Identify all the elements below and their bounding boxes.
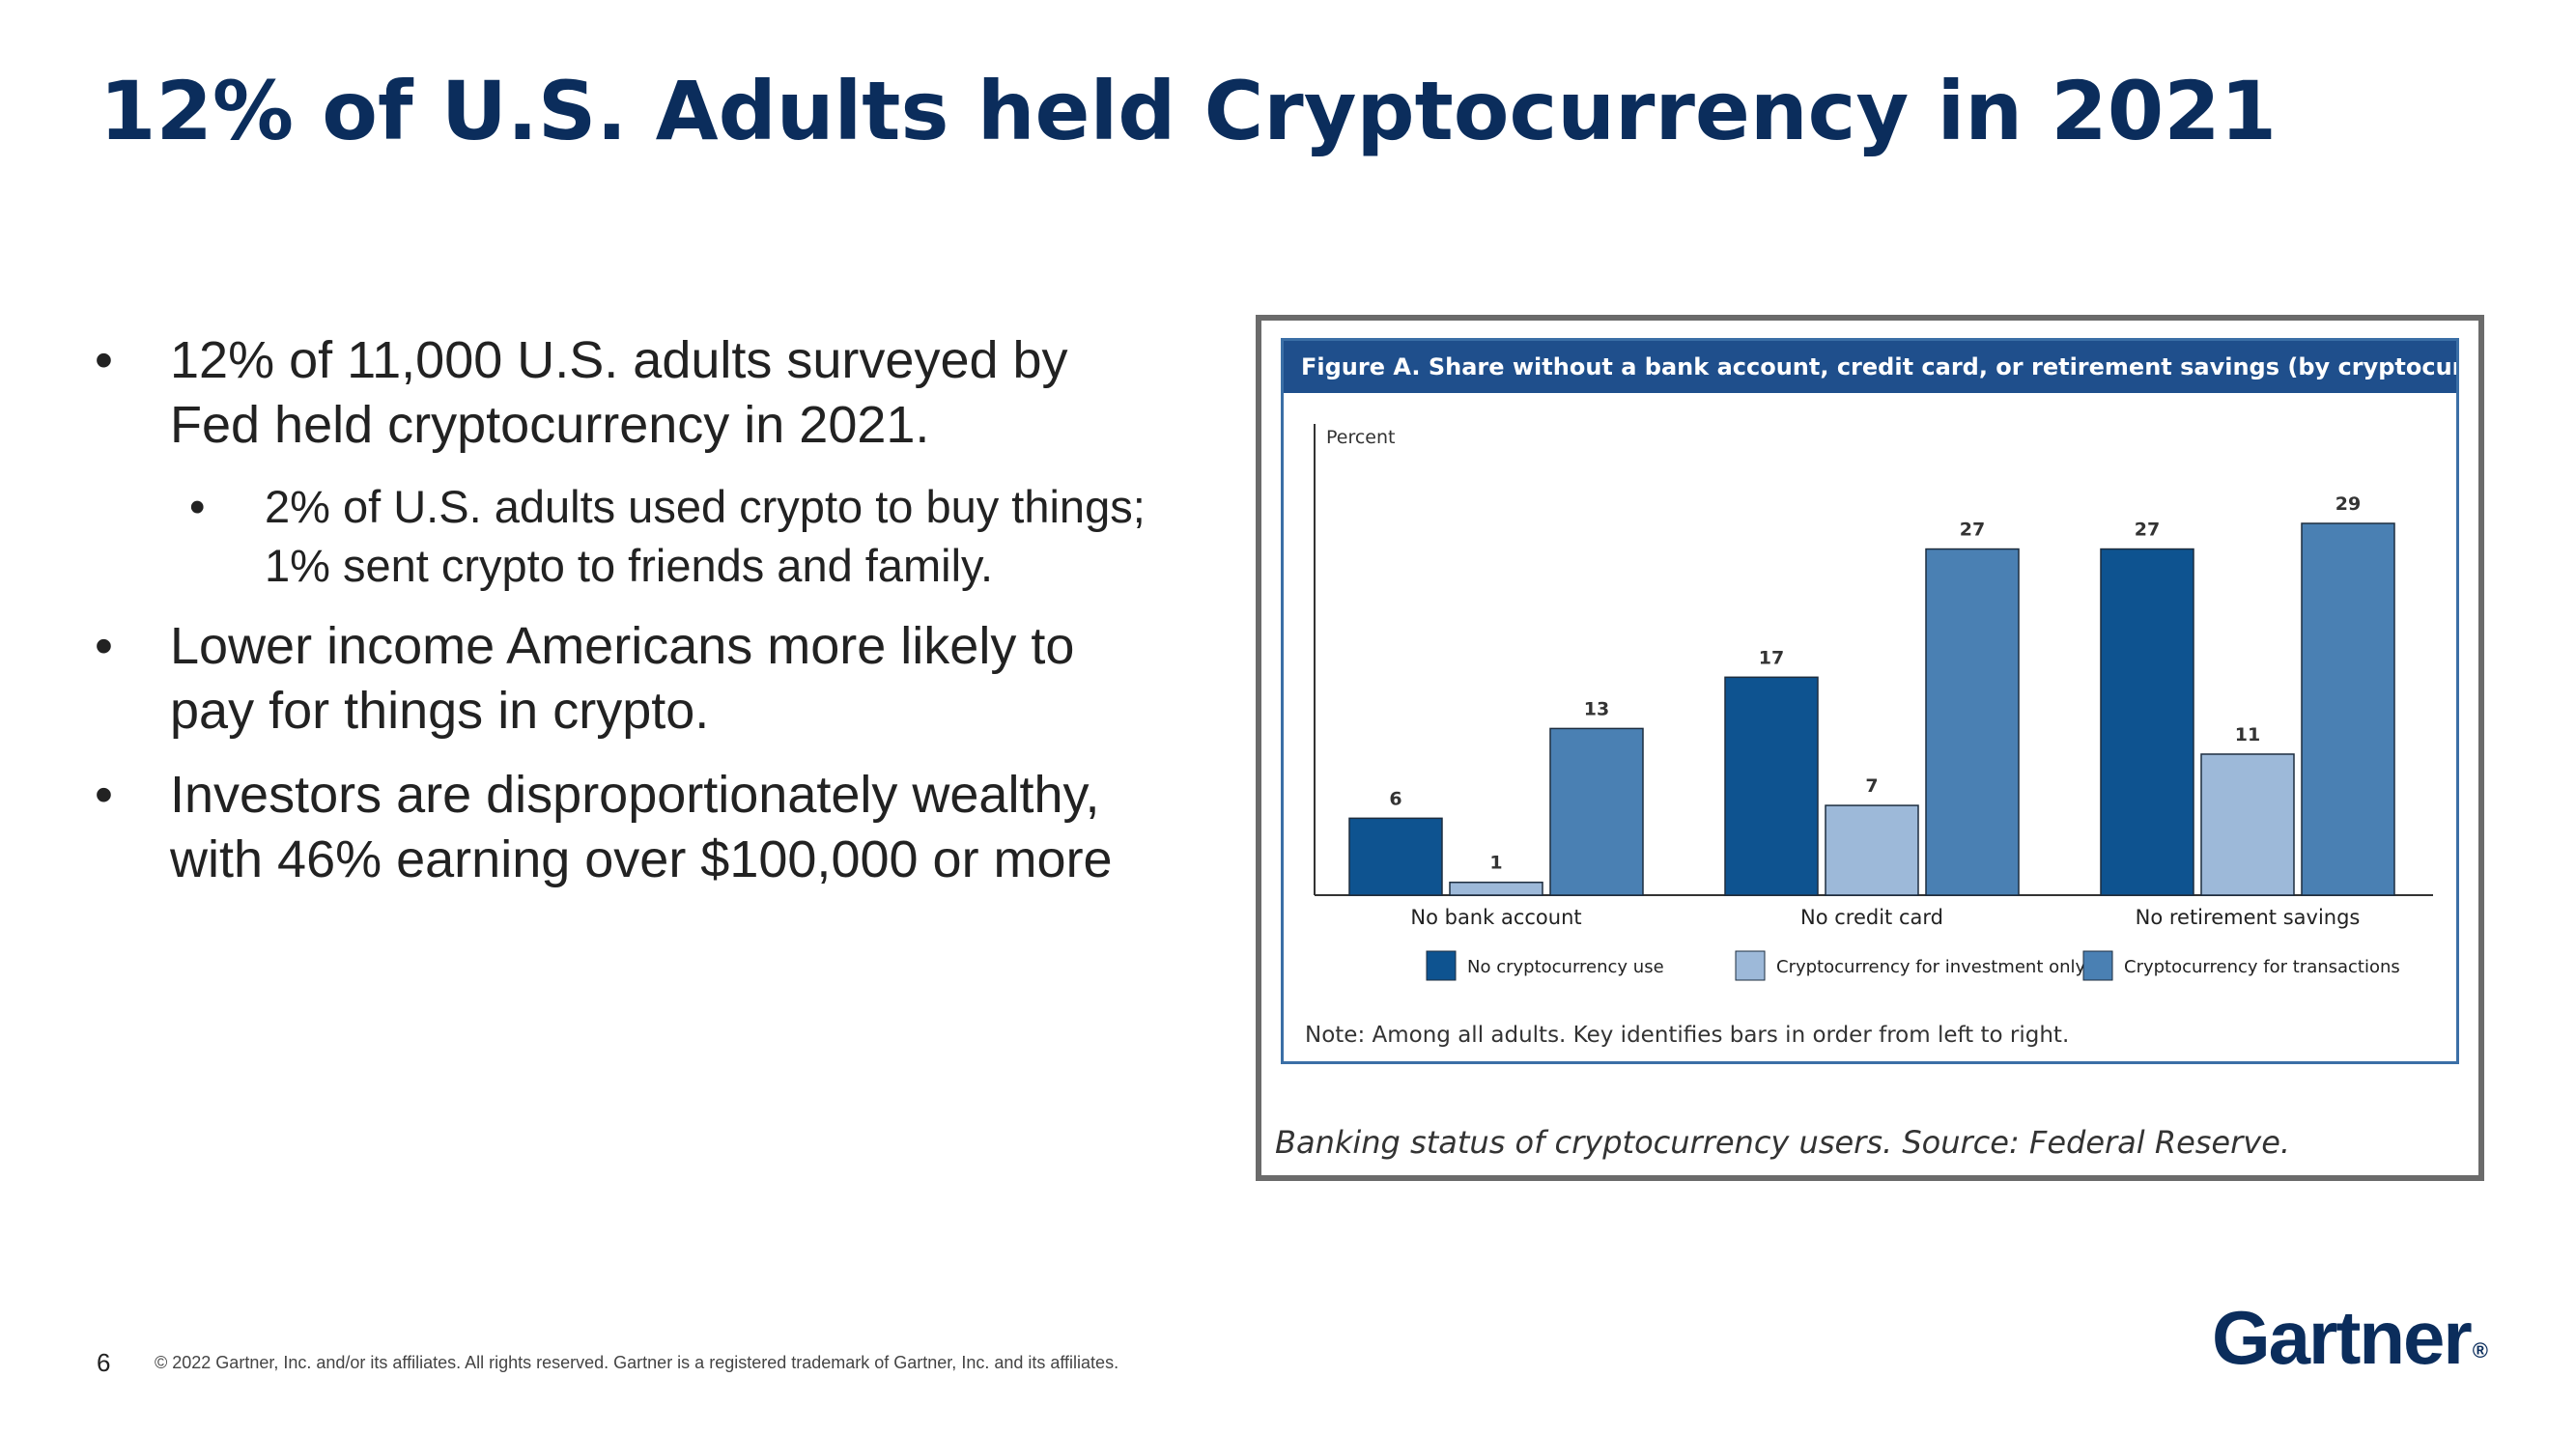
gartner-logo: Gartner® — [2212, 1294, 2488, 1382]
legend-swatch — [2082, 950, 2113, 981]
bullet-marker: • — [95, 331, 113, 389]
category-label: No credit card — [1800, 906, 1943, 929]
bar — [2200, 753, 2295, 896]
data-label: 13 — [1584, 698, 1609, 719]
legend-label: Cryptocurrency for transactions — [2124, 957, 2400, 977]
bar — [2301, 522, 2395, 896]
copyright-text: © 2022 Gartner, Inc. and/or its affiliat… — [155, 1353, 1119, 1372]
bullet-item: • Investors are disproportionately wealt… — [95, 763, 1167, 892]
legend-label: Cryptocurrency for investment only — [1776, 957, 2086, 977]
bar — [1449, 881, 1543, 896]
slide-title: 12% of U.S. Adults held Cryptocurrency i… — [99, 64, 2278, 158]
data-label: 27 — [1960, 520, 1985, 541]
figure-caption: Banking status of cryptocurrency users. … — [1275, 1124, 2291, 1161]
data-label: 11 — [2235, 724, 2260, 745]
chart-panel: Figure A. Share without a bank account, … — [1281, 338, 2459, 1064]
bullet-marker: • — [95, 617, 113, 675]
data-label: 27 — [2135, 520, 2160, 541]
bar — [2100, 548, 2194, 896]
data-label: 7 — [1865, 775, 1878, 797]
bullet-text: Investors are disproportionately wealthy… — [170, 766, 1113, 888]
bullet-text: Lower income Americans more likely to pa… — [170, 617, 1075, 740]
data-label: 29 — [2335, 493, 2361, 515]
legend-label: No cryptocurrency use — [1467, 957, 1664, 977]
chart-note: Note: Among all adults. Key identifies b… — [1305, 1023, 2070, 1048]
data-label: 1 — [1489, 853, 1502, 874]
bar — [1724, 676, 1819, 896]
sub-bullet-item: • 2% of U.S. adults used crypto to buy t… — [189, 477, 1167, 595]
bullet-text: 12% of 11,000 U.S. adults surveyed by Fe… — [170, 331, 1068, 454]
bullet-list: • 12% of 11,000 U.S. adults surveyed by … — [95, 328, 1167, 912]
page-number: 6 — [97, 1348, 111, 1377]
legend-swatch — [1735, 950, 1766, 981]
data-label: 6 — [1389, 788, 1401, 809]
bullet-marker: • — [189, 481, 206, 532]
bullet-marker: • — [95, 766, 113, 824]
bar — [1925, 548, 2020, 896]
logo-text: Gartner — [2212, 1295, 2473, 1380]
bar — [1348, 817, 1443, 896]
sub-bullet-text: 2% of U.S. adults used crypto to buy thi… — [265, 481, 1146, 591]
bar — [1825, 804, 1919, 896]
figure-frame: Figure A. Share without a bank account, … — [1256, 315, 2484, 1181]
y-axis-label: Percent — [1326, 427, 1396, 448]
bar-chart: Percent 6 1 13 No bank account 17 7 27 No credit… — [1314, 424, 2433, 981]
chart-title: Figure A. Share without a bank account, … — [1284, 341, 2456, 393]
registered-mark: ® — [2472, 1338, 2488, 1363]
legend-swatch — [1426, 950, 1457, 981]
bullet-item: • 12% of 11,000 U.S. adults surveyed by … — [95, 328, 1167, 458]
bar — [1549, 727, 1644, 896]
category-label: No retirement savings — [2136, 906, 2361, 929]
bullet-item: • Lower income Americans more likely to … — [95, 614, 1167, 744]
category-label: No bank account — [1410, 906, 1581, 929]
data-label: 17 — [1759, 647, 1784, 668]
